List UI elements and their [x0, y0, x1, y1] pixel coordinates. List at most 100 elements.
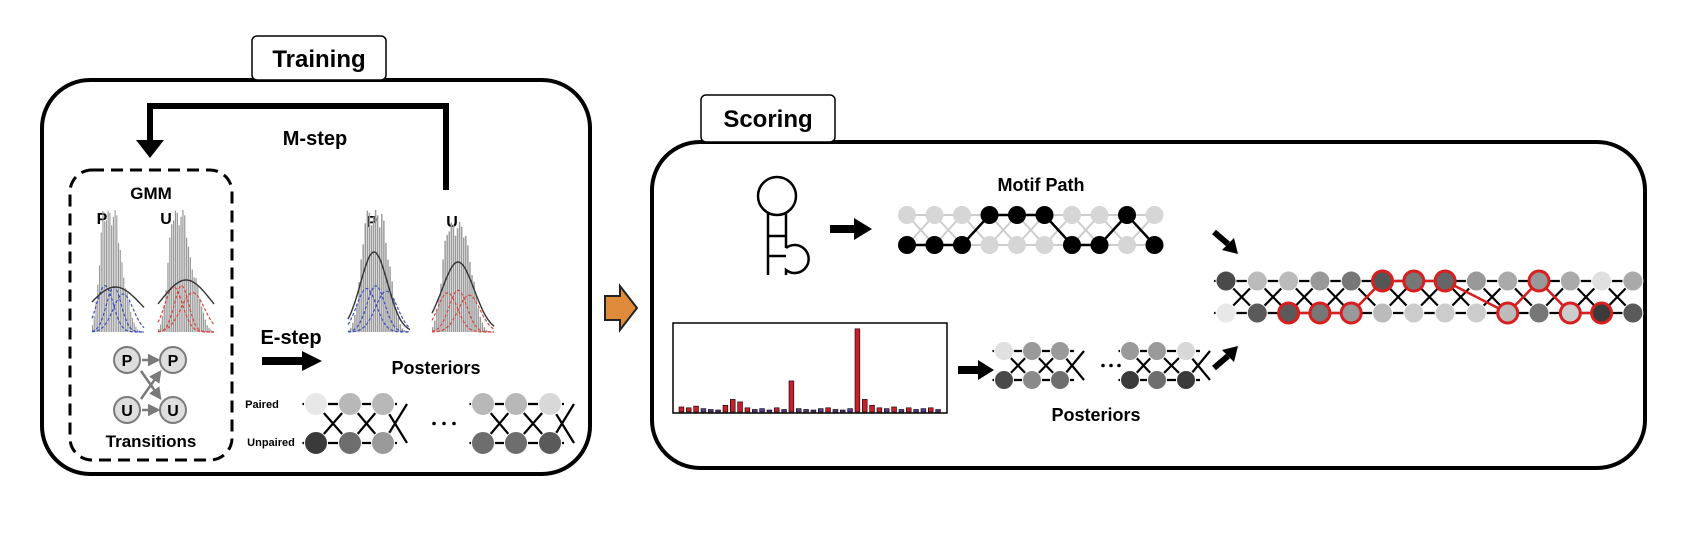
unpaired-state-node [304, 431, 328, 455]
reactivity-bar [759, 408, 765, 413]
histogram-bar [112, 216, 114, 332]
paired-state-node [1176, 341, 1196, 361]
gmm-component-curve [347, 287, 410, 333]
ellipsis-dot [442, 421, 446, 426]
transition-unpaired-node [113, 396, 141, 424]
score-paired-node [1433, 269, 1457, 293]
score-unpaired-node [1558, 301, 1582, 325]
histogram-bar [123, 277, 125, 332]
score-unpaired-node [1622, 302, 1644, 324]
histogram-bar [130, 311, 132, 332]
histogram-bar [434, 320, 436, 332]
score-unpaired-node [1277, 301, 1301, 325]
histogram-bar [109, 212, 111, 332]
histogram-bar [95, 301, 97, 332]
unpaired-state-node [1050, 370, 1070, 390]
reactivity-bar [906, 407, 912, 413]
motif-unpaired-node [980, 236, 999, 254]
gmm-component-curve [431, 289, 494, 333]
histogram-bar [477, 308, 479, 332]
histogram-bar [126, 292, 128, 332]
motif-paired-node [898, 206, 916, 224]
histogram-bar [389, 266, 391, 332]
unpaired-state-node [1176, 370, 1196, 390]
histogram-bar [197, 286, 199, 332]
histogram-bar [169, 237, 171, 332]
motif-paired-node [1145, 206, 1164, 224]
paired-state-node [1147, 341, 1167, 361]
histogram-bar [350, 327, 352, 332]
gmm-component-curve [431, 294, 495, 333]
score-paired-node [1309, 270, 1331, 292]
histogram-bar [469, 261, 471, 332]
reactivity-bar [781, 409, 787, 413]
histogram-bar [159, 324, 162, 332]
combine-arrow-bottom [1212, 346, 1238, 371]
histogram-bar [479, 316, 481, 332]
histogram-bar [458, 222, 461, 332]
unpaired-state-node [471, 431, 495, 455]
reactivity-bar [891, 406, 897, 413]
histogram-bar [176, 212, 178, 332]
reactivity-bar [898, 409, 905, 413]
score-unpaired-node [1372, 302, 1393, 324]
reactivity-bar [840, 409, 846, 413]
histogram-bar [364, 223, 366, 332]
scoring-title: Scoring [723, 106, 812, 133]
motif-unpaired-node [1008, 236, 1026, 254]
scoring-panel [650, 140, 1647, 470]
histogram-bar [401, 328, 404, 332]
reactivity-bar [935, 409, 941, 413]
gmm-component-curve [431, 292, 494, 333]
transition-paired-node [113, 346, 141, 374]
score-unpaired-node [1465, 302, 1487, 324]
histogram-bar [172, 220, 175, 332]
transition-node-p1: P [122, 353, 133, 370]
histogram-bar [366, 210, 369, 332]
reactivity-bar [862, 399, 868, 413]
gmm-paired-histogram [91, 210, 145, 333]
histogram-bar [206, 325, 208, 332]
gmm-unpaired-label: U [160, 211, 172, 228]
score-unpaired-node [1308, 301, 1332, 325]
scoring-posteriors-label: Posteriors [1051, 405, 1140, 425]
histogram-bar [354, 314, 356, 332]
histogram-bar [189, 257, 191, 332]
motif-unpaired-node [953, 236, 971, 254]
transition-unpaired-node [159, 396, 187, 424]
score-paired-node [1402, 269, 1426, 293]
gmm-label: GMM [130, 184, 172, 203]
stage-arrow [604, 283, 639, 333]
motif-paired-node [1035, 206, 1054, 224]
reactivity-bar [810, 409, 817, 413]
reactivity-bar [678, 406, 685, 413]
histogram-bar [111, 225, 113, 332]
histogram-bar [362, 244, 364, 332]
histogram-bar [376, 215, 379, 332]
histogram-bar [448, 231, 450, 332]
combine-arrow-top [1212, 229, 1238, 254]
score-paired-node [1559, 270, 1581, 292]
reactivity-bar [774, 407, 780, 413]
paired-state-node [994, 341, 1014, 361]
motif-unpaired-node [925, 236, 944, 254]
histogram-bar [397, 317, 400, 332]
histogram-bar [137, 329, 139, 332]
paired-state-node [538, 392, 562, 416]
reactivity-bar [803, 409, 809, 413]
reactivity-bar [788, 380, 795, 413]
histogram-bar [379, 227, 381, 332]
histogram-bar [471, 275, 473, 332]
histogram-bar [133, 322, 135, 332]
gmm-component-curve [91, 284, 144, 333]
histogram-bar [171, 224, 173, 332]
motif-arrow [830, 218, 872, 240]
e-step-arrow [262, 351, 322, 371]
reactivity-bar [825, 407, 831, 413]
score-paired-node [1465, 270, 1487, 292]
histogram-bar [352, 322, 354, 332]
histogram-bar [210, 329, 212, 332]
histogram-bar [372, 216, 375, 332]
reactivity-bar [884, 408, 890, 413]
histogram-bar [97, 284, 99, 332]
